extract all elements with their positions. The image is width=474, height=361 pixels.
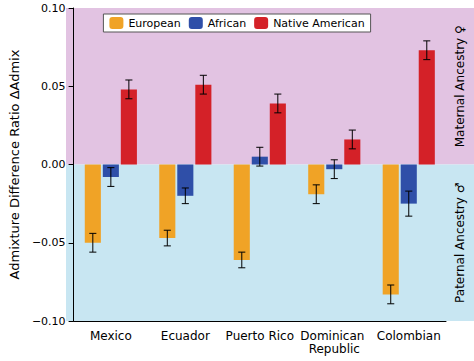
svg-text:Mexico: Mexico [90,329,132,343]
svg-text:Dominican: Dominican [300,329,368,343]
svg-text:Native American: Native American [273,17,364,30]
svg-text:0.10: 0.10 [41,2,66,15]
svg-text:Puerto Rico: Puerto Rico [226,329,294,343]
svg-text:−0.10: −0.10 [32,315,66,328]
svg-text:Paternal Ancestry ♂: Paternal Ancestry ♂ [453,183,467,303]
svg-text:European: European [128,17,180,30]
svg-text:Admixture Difference Ratio ΔAd: Admixture Difference Ratio ΔAdmix [7,49,22,279]
svg-text:Republic: Republic [309,342,360,356]
svg-text:Colombian: Colombian [377,329,441,343]
svg-text:African: African [208,17,246,30]
svg-text:Maternal Ancestry ♀: Maternal Ancestry ♀ [453,25,467,147]
svg-text:0.00: 0.00 [41,158,66,171]
svg-text:Ecuador: Ecuador [161,329,210,343]
svg-text:0.05: 0.05 [41,80,66,93]
svg-text:−0.05: −0.05 [32,236,66,249]
